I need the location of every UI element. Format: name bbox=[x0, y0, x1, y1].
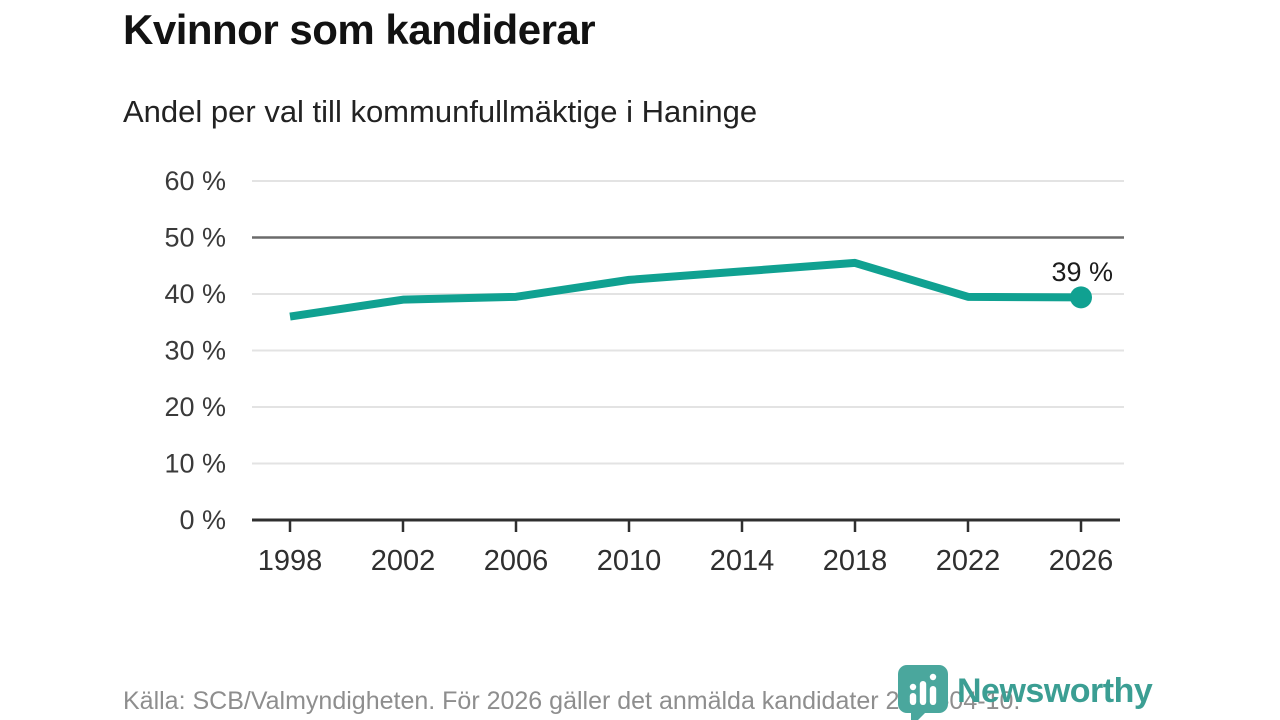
x-axis-tick-label: 2026 bbox=[1049, 545, 1114, 577]
newsworthy-wordmark: Newsworthy bbox=[957, 672, 1153, 710]
line-chart: 0 % 10 % 20 % 30 % 40 % 50 % 60 % 1998 2002 2006 2… bbox=[164, 166, 1124, 577]
newsworthy-logo-icon bbox=[898, 665, 948, 720]
page-subtitle: Andel per val till kommunfullmäktige i H… bbox=[123, 94, 758, 129]
end-point-dot bbox=[1070, 286, 1092, 309]
source-note: Källa: SCB/Valmyndigheten. För 2026 gäll… bbox=[123, 687, 1021, 715]
x-axis-tick-label: 2022 bbox=[936, 545, 1001, 577]
page-title: Kvinnor som kandiderar bbox=[123, 6, 596, 53]
y-axis-tick-label: 10 % bbox=[164, 449, 226, 479]
x-axis-tick-label: 1998 bbox=[258, 545, 323, 577]
y-axis-tick-label: 60 % bbox=[164, 166, 226, 196]
y-axis-tick-label: 0 % bbox=[179, 505, 226, 535]
x-axis-tick-label: 2006 bbox=[484, 545, 549, 577]
y-axis-tick-label: 30 % bbox=[164, 336, 226, 366]
trend-line bbox=[289, 258, 1082, 321]
y-axis-tick-label: 20 % bbox=[164, 392, 226, 422]
x-axis-tick-label: 2014 bbox=[710, 545, 775, 577]
x-axis-tick-label: 2018 bbox=[823, 545, 888, 577]
newsworthy-logo: Newsworthy bbox=[897, 664, 1153, 720]
y-axis-tick-label: 40 % bbox=[164, 279, 226, 309]
x-axis-tick-label: 2010 bbox=[597, 545, 662, 577]
y-axis-tick-label: 50 % bbox=[164, 223, 226, 253]
x-axis-tick-label: 2002 bbox=[371, 545, 436, 577]
last-value-label: 39 % bbox=[1051, 257, 1113, 287]
